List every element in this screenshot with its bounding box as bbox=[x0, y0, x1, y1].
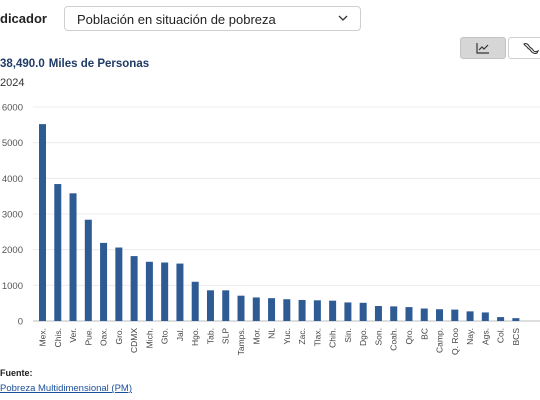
x-tick-label: Jal. bbox=[175, 328, 185, 341]
x-tick-label: Ags. bbox=[480, 328, 490, 345]
bar[interactable] bbox=[359, 302, 367, 321]
bar[interactable] bbox=[512, 318, 520, 321]
x-tick-label: Hgo. bbox=[190, 328, 200, 346]
year-label: 2024 bbox=[0, 77, 25, 89]
x-tick-label: Pue. bbox=[83, 328, 93, 346]
line-chart-icon bbox=[476, 43, 489, 54]
bar[interactable] bbox=[176, 263, 184, 321]
x-tick-label: Chih. bbox=[328, 328, 338, 348]
x-tick-label: Zac. bbox=[297, 328, 307, 345]
x-tick-label: Qro. bbox=[404, 328, 414, 345]
map-view-button[interactable] bbox=[508, 37, 540, 59]
bar[interactable] bbox=[191, 281, 199, 321]
x-tick-label: Mor. bbox=[251, 328, 261, 345]
bar[interactable] bbox=[451, 309, 459, 321]
x-tick-label: Sin. bbox=[343, 328, 353, 343]
y-tick-label: 2000 bbox=[2, 245, 23, 256]
bar[interactable] bbox=[54, 184, 62, 321]
source-label: Fuente: bbox=[0, 368, 33, 378]
bar[interactable] bbox=[39, 124, 46, 322]
y-tick-label: 1000 bbox=[2, 281, 23, 292]
bar[interactable] bbox=[161, 262, 169, 321]
x-tick-label: Mex. bbox=[38, 328, 48, 346]
x-tick-label: SLP bbox=[221, 328, 231, 344]
x-tick-label: BCS bbox=[511, 328, 521, 346]
bar[interactable] bbox=[497, 317, 505, 321]
y-tick-label: 5000 bbox=[2, 138, 23, 149]
x-tick-label: Tab. bbox=[205, 328, 215, 344]
x-tick-label: BC bbox=[419, 328, 429, 340]
bar[interactable] bbox=[237, 295, 245, 321]
line-chart-view-button[interactable] bbox=[460, 37, 506, 59]
bar[interactable] bbox=[130, 256, 138, 321]
y-tick-label: 4000 bbox=[2, 174, 23, 185]
x-tick-label: Dgo. bbox=[358, 328, 368, 346]
map-icon bbox=[523, 43, 539, 54]
x-tick-label: Camp. bbox=[435, 328, 445, 353]
bar[interactable] bbox=[252, 297, 260, 321]
total-value: 38,490.0 bbox=[0, 58, 45, 70]
chevron-down-icon bbox=[338, 15, 348, 21]
x-tick-label: Son. bbox=[373, 328, 383, 346]
x-tick-label: Gto. bbox=[160, 328, 170, 344]
indicator-select[interactable]: Población en situación de pobreza bbox=[64, 6, 361, 31]
bar[interactable] bbox=[466, 311, 474, 321]
bar[interactable] bbox=[390, 306, 398, 321]
y-tick-label: 0 bbox=[18, 317, 23, 328]
bar[interactable] bbox=[222, 290, 230, 321]
y-tick-label: 6000 bbox=[2, 103, 23, 114]
bar[interactable] bbox=[206, 290, 214, 321]
source-link[interactable]: Pobreza Multidimensional (PM) bbox=[0, 383, 132, 394]
total-unit: Miles de Personas bbox=[48, 58, 150, 70]
bar[interactable] bbox=[145, 261, 153, 321]
x-tick-label: Tlax. bbox=[312, 328, 322, 346]
indicator-selected-value: Población en situación de pobreza bbox=[77, 12, 276, 27]
bar[interactable] bbox=[69, 193, 77, 321]
x-tick-label: Ver. bbox=[68, 328, 78, 343]
x-tick-label: Col. bbox=[496, 328, 506, 343]
x-tick-label: Gro. bbox=[114, 328, 124, 345]
bar[interactable] bbox=[344, 302, 352, 321]
bar[interactable] bbox=[115, 247, 123, 321]
bar[interactable] bbox=[298, 299, 306, 321]
x-tick-label: Q. Roo bbox=[450, 328, 460, 355]
bar[interactable] bbox=[283, 299, 291, 321]
x-tick-label: Coah. bbox=[389, 328, 399, 351]
bar[interactable] bbox=[329, 300, 337, 321]
bar[interactable] bbox=[420, 308, 428, 321]
bar[interactable] bbox=[268, 298, 276, 321]
bar[interactable] bbox=[374, 306, 382, 321]
x-tick-label: Nay. bbox=[465, 328, 475, 345]
bar[interactable] bbox=[313, 300, 321, 321]
x-tick-label: Oax. bbox=[99, 328, 109, 346]
total-summary: 38,490.0 Miles de Personas bbox=[0, 58, 149, 70]
bar[interactable] bbox=[405, 307, 413, 321]
indicator-label: dicador bbox=[0, 11, 47, 26]
x-tick-label: Yuc. bbox=[282, 328, 292, 345]
x-tick-label: Chis. bbox=[53, 328, 63, 347]
bar[interactable] bbox=[84, 219, 92, 321]
y-tick-label: 3000 bbox=[2, 210, 23, 221]
bar[interactable] bbox=[436, 309, 444, 321]
bar[interactable] bbox=[100, 242, 108, 321]
bar-chart: 0 1000 2000 3000 4000 5000 6000 Mex. Chis. Ver. P… bbox=[2, 103, 540, 355]
x-tick-label: NL bbox=[267, 328, 277, 339]
bar[interactable] bbox=[481, 312, 489, 321]
x-tick-label: Mich. bbox=[144, 328, 154, 348]
x-tick-label: CDMX bbox=[129, 328, 139, 353]
x-tick-label: Tamps. bbox=[236, 328, 246, 355]
